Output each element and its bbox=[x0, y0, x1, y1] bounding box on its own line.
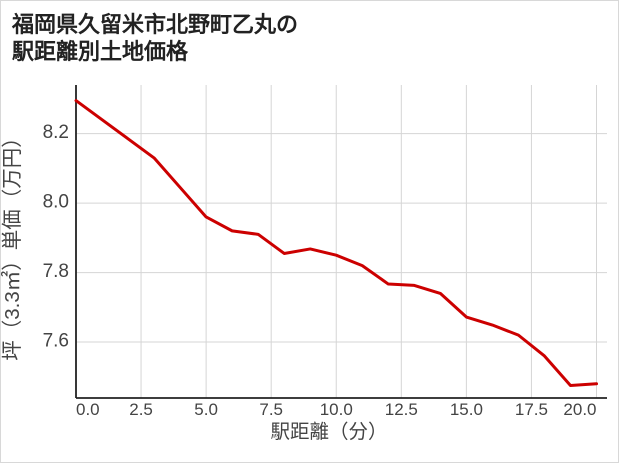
svg-text:7.6: 7.6 bbox=[43, 331, 69, 352]
svg-text:駅距離（分）: 駅距離（分） bbox=[270, 421, 387, 443]
svg-text:2.5: 2.5 bbox=[129, 400, 153, 419]
svg-text:7.5: 7.5 bbox=[259, 400, 283, 419]
svg-text:8.0: 8.0 bbox=[43, 192, 69, 213]
svg-text:20.0: 20.0 bbox=[563, 400, 596, 419]
svg-text:5.0: 5.0 bbox=[194, 400, 218, 419]
svg-text:8.2: 8.2 bbox=[43, 122, 69, 143]
svg-text:7.8: 7.8 bbox=[43, 261, 69, 282]
svg-text:10.0: 10.0 bbox=[320, 400, 353, 419]
svg-text:15.0: 15.0 bbox=[450, 400, 483, 419]
svg-text:坪（3.3㎡）単価（万円）: 坪（3.3㎡）単価（万円） bbox=[1, 127, 24, 361]
svg-text:17.5: 17.5 bbox=[515, 400, 548, 419]
svg-text:12.5: 12.5 bbox=[385, 400, 418, 419]
svg-text:0.0: 0.0 bbox=[76, 400, 100, 419]
